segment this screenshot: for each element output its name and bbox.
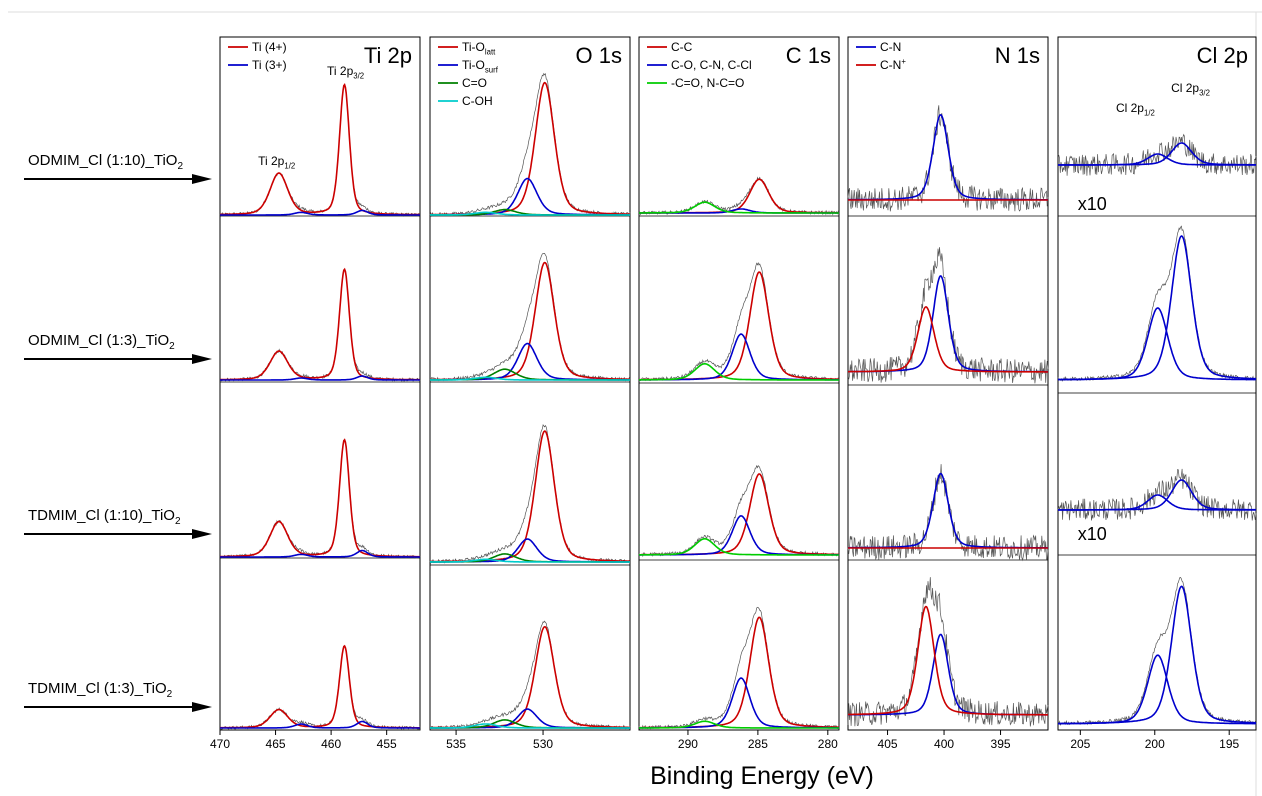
component-curve (1058, 654, 1257, 725)
x-tick-label: 460 (321, 737, 341, 751)
x-tick-label: 205 (1070, 737, 1090, 751)
component-curve (639, 363, 839, 381)
sample-label-text: ODMIM_Cl (1:10)_TiO2 (28, 152, 183, 172)
component-curve (848, 306, 1048, 373)
x-tick-label: 455 (377, 737, 397, 751)
component-curve (430, 723, 630, 729)
sample-row-label: ODMIM_Cl (1:10)_TiO2 (24, 152, 212, 184)
panel-title: Ti 2p (364, 43, 412, 68)
panel-frame (1057, 36, 1257, 731)
component-curve (429, 211, 630, 216)
sample-label-text: TDMIM_Cl (1:10)_TiO2 (28, 507, 181, 527)
sample-label-text: TDMIM_Cl (1:3)_TiO2 (28, 680, 173, 700)
x-tick-label: 465 (266, 737, 286, 751)
panel-frame (847, 36, 1049, 731)
legend-label: -C=O, N-C=O (671, 76, 744, 90)
panel-cl-2p: Cl 2p Cl 2p3/2 Cl 2p1/2 x10 x10 205 200 195 (1057, 36, 1257, 751)
component-curve (220, 375, 420, 381)
component-curve (220, 549, 420, 558)
sample-arrow-head (192, 354, 212, 364)
legend-label: C=O (462, 76, 487, 90)
x-tick-label: 280 (818, 737, 838, 751)
annotation-label: Ti 2p3/2 (327, 64, 364, 81)
x-tick-label: 400 (934, 737, 954, 751)
legend-label: Ti-Olatt (462, 40, 496, 57)
sample-row-label: TDMIM_Cl (1:3)_TiO2 (24, 680, 212, 712)
annotation-label: x10 (1078, 194, 1107, 214)
x-axis-title: Binding Energy (eV) (650, 762, 874, 790)
raw-spectrum (847, 577, 1049, 727)
sample-row-label: ODMIM_Cl (1:3)_TiO2 (24, 332, 212, 364)
x-tick-label: 530 (533, 737, 553, 751)
raw-spectrum (1057, 133, 1257, 176)
component-curve (429, 376, 630, 381)
legend-label: C-N (880, 40, 901, 54)
annotation-label: Cl 2p3/2 (1171, 81, 1210, 98)
legend-label: C-O, C-N, C-Cl (671, 58, 752, 72)
raw-spectrum (1057, 225, 1257, 382)
sample-label-text: ODMIM_Cl (1:3)_TiO2 (28, 332, 175, 352)
component-curve (1058, 307, 1256, 381)
annotation-label: Ti 2p1/2 (258, 154, 295, 171)
raw-spectrum (1057, 577, 1257, 726)
raw-spectrum (847, 105, 1049, 212)
legend-label: C-C (671, 40, 693, 54)
panel-title: O 1s (576, 43, 622, 68)
legend-label: Ti (4+) (252, 40, 287, 54)
annotation-label: Cl 2p1/2 (1116, 101, 1155, 118)
panel-ti-2p: Ti 2p Ti (4+) Ti (3+) Ti 2p1/2 Ti 2p3/2 470 46… (210, 36, 421, 751)
panel-title: N 1s (995, 43, 1040, 68)
panel-frame (429, 36, 631, 731)
x-tick-label: 285 (748, 737, 768, 751)
panel-title: C 1s (786, 43, 831, 68)
panel-c-1s: C 1s C-C C-O, C-N, C-Cl -C=O, N-C=O 290 285 28… (638, 36, 840, 751)
component-curve (639, 538, 839, 556)
sample-labels: ODMIM_Cl (1:10)_TiO2 ODMIM_Cl (1:3)_TiO2 T… (24, 152, 212, 712)
annotation-label: x10 (1078, 524, 1107, 544)
legend-label: Ti-Osurf (462, 58, 499, 75)
spectrum-panels: Ti 2p Ti (4+) Ti (3+) Ti 2p1/2 Ti 2p3/2 470 46… (210, 36, 1257, 751)
sample-arrow-head (192, 174, 212, 184)
x-tick-label: 470 (210, 737, 230, 751)
x-tick-label: 195 (1219, 737, 1239, 751)
panel-n-1s: N 1s C-N C-N+ 405 400 395 (847, 36, 1049, 751)
component-curve (220, 720, 420, 729)
component-curve (1058, 153, 1256, 166)
component-curve (220, 83, 420, 216)
panel-frame (638, 36, 840, 731)
x-tick-label: 405 (878, 737, 898, 751)
component-curve (220, 209, 420, 216)
component-curve (639, 201, 839, 214)
panel-frame (219, 36, 421, 731)
panel-title: Cl 2p (1197, 43, 1248, 68)
x-tick-label: 535 (446, 737, 466, 751)
x-tick-label: 395 (991, 737, 1011, 751)
legend-label: C-OH (462, 94, 493, 108)
x-tick-label: 200 (1145, 737, 1165, 751)
component-curve (1058, 494, 1256, 511)
raw-spectrum (847, 247, 1049, 384)
sample-row-label: TDMIM_Cl (1:10)_TiO2 (24, 507, 212, 539)
raw-spectrum (429, 620, 631, 730)
sample-arrow-head (192, 702, 212, 712)
component-curve (848, 605, 1048, 716)
component-curve (429, 558, 630, 563)
x-tick-label: 290 (678, 737, 698, 751)
sample-arrow-head (192, 529, 212, 539)
legend-label: Ti (3+) (252, 58, 287, 72)
legend-label: C-N+ (880, 57, 906, 72)
component-curve (639, 720, 839, 729)
